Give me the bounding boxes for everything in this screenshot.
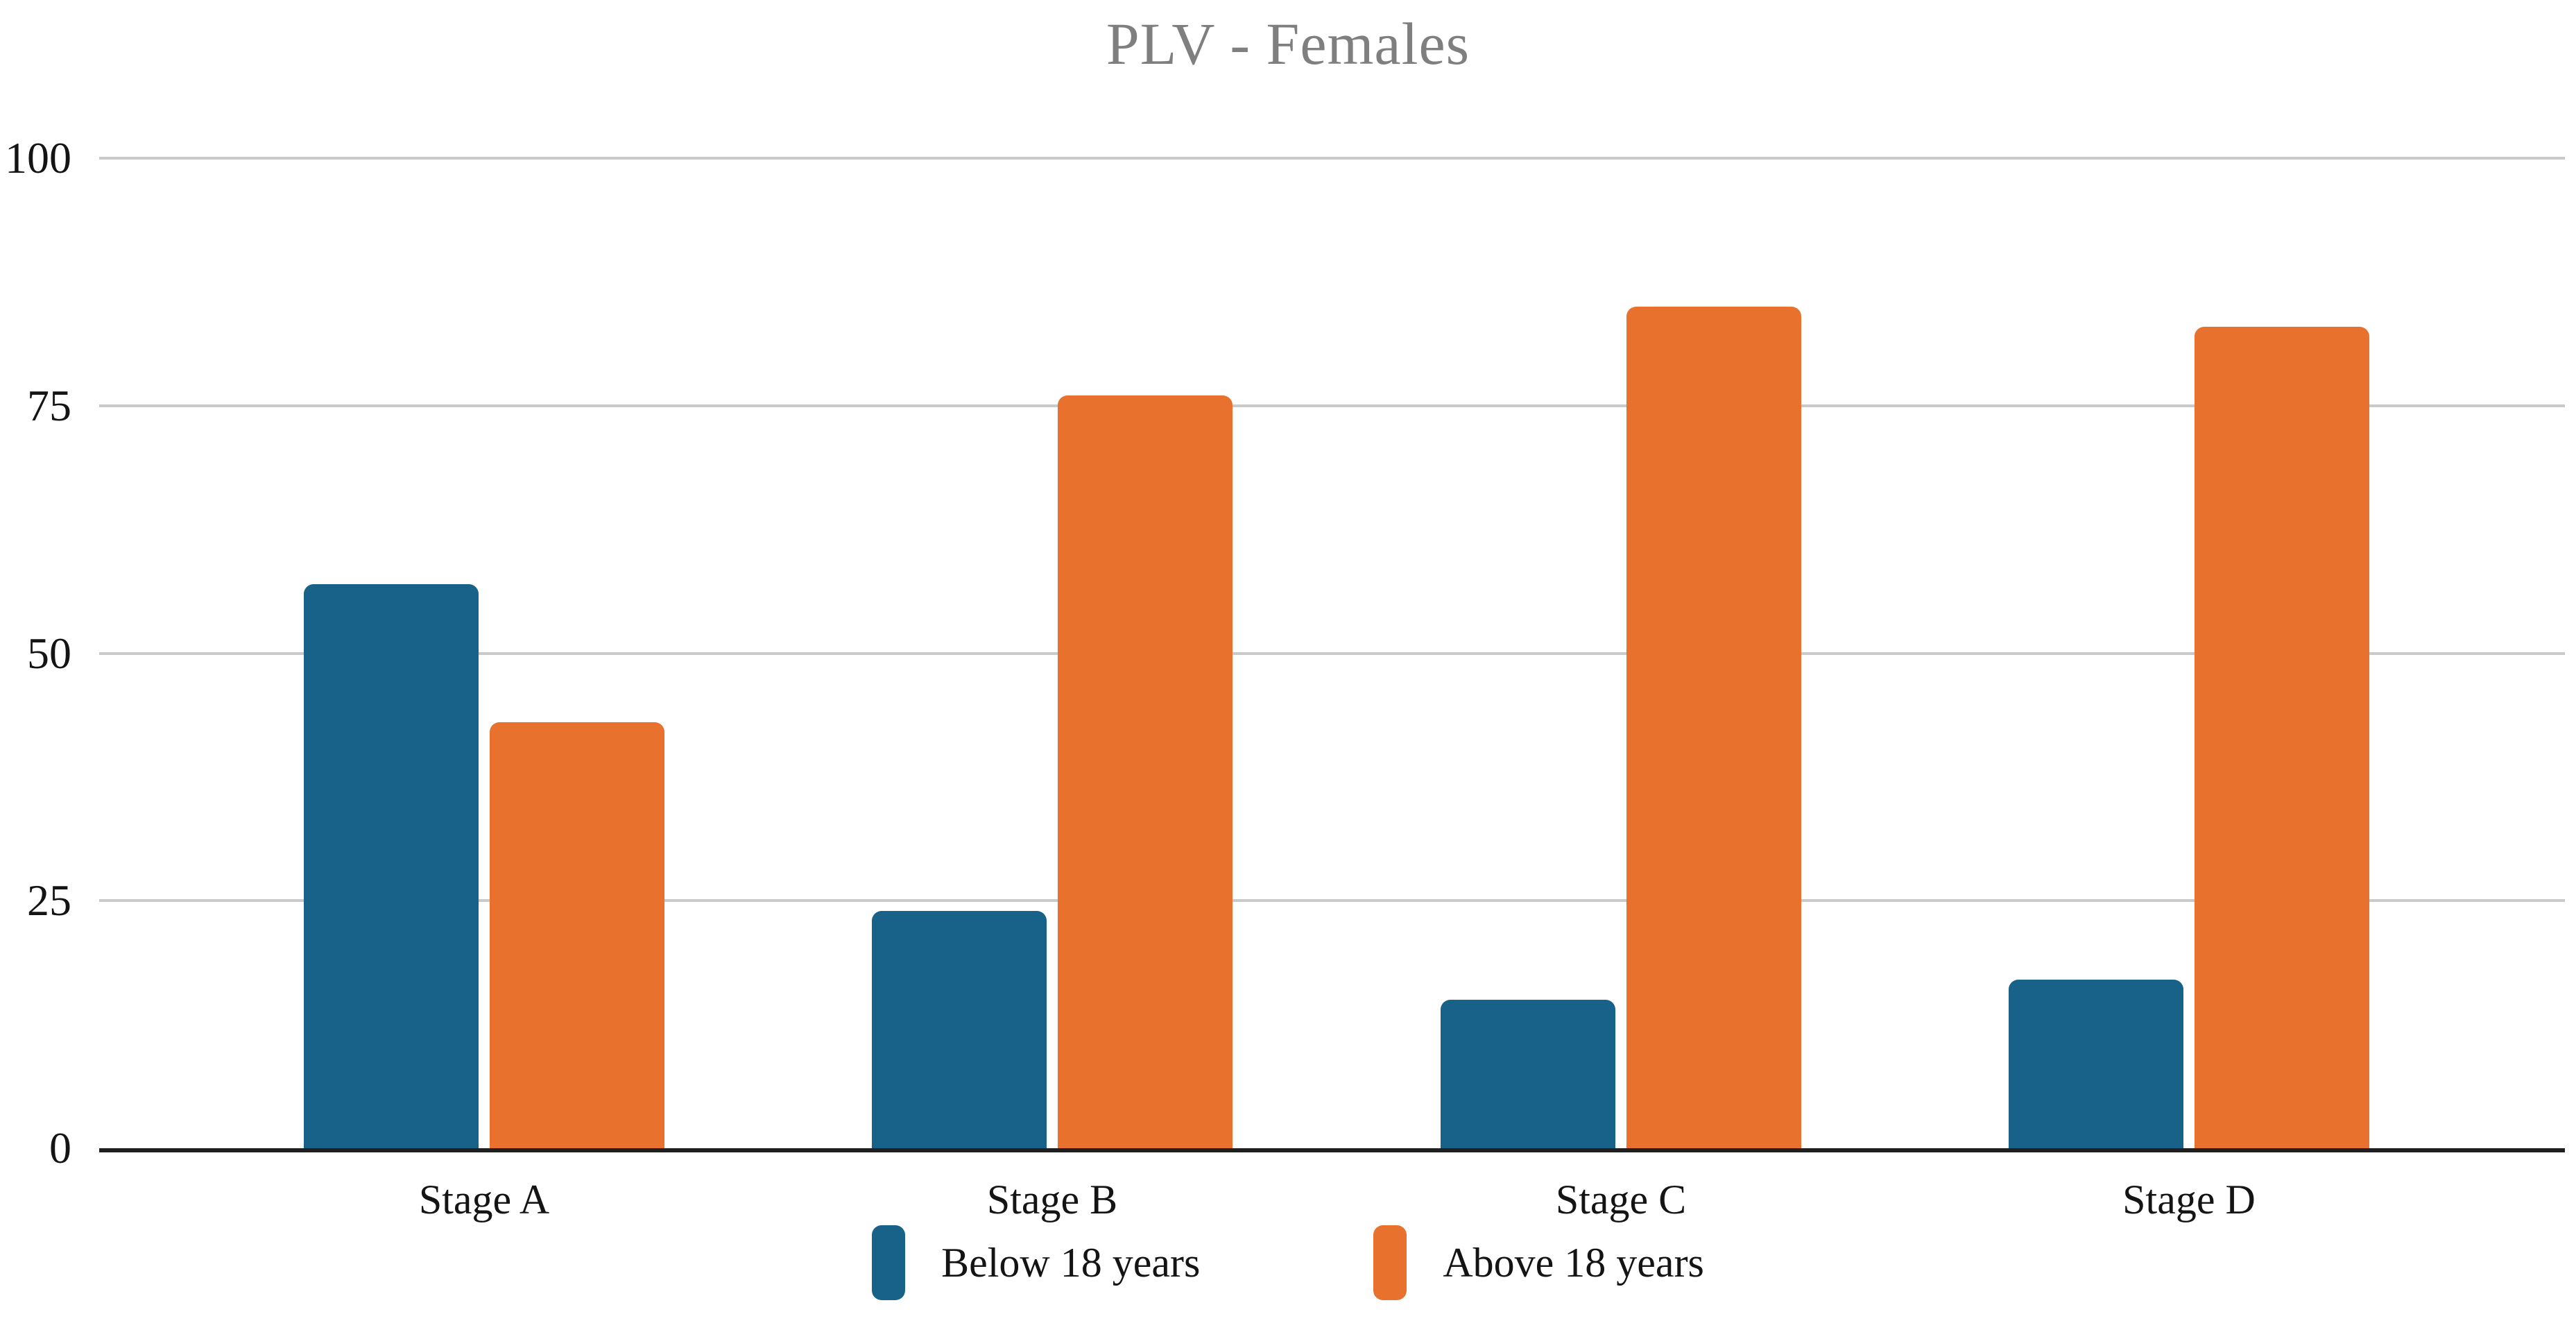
legend: Below 18 years Above 18 years	[0, 1225, 2576, 1300]
bar-stage-b-above-18-years	[1058, 395, 1233, 1148]
x-axis-label-stage-a: Stage A	[418, 1177, 550, 1222]
x-axis-label-stage-c: Stage C	[1555, 1177, 1687, 1222]
bar-stage-a-above-18-years	[490, 722, 664, 1148]
legend-swatch-icon	[872, 1225, 906, 1300]
bar-stage-c-above-18-years	[1626, 307, 1801, 1148]
legend-item-below-18-years: Below 18 years	[872, 1225, 1200, 1300]
legend-item-above-18-years: Above 18 years	[1373, 1225, 1704, 1300]
chart-title: PLV - Females	[1106, 10, 1470, 77]
gridline-100	[99, 157, 2565, 160]
gridline-50	[99, 651, 2565, 655]
plot-area: 0 25 50 75 100 Stage A Stage B Stage C Stage D	[5, 136, 2565, 1220]
legend-label: Below 18 years	[941, 1240, 1201, 1286]
bar-group-stage-b	[872, 395, 1233, 1148]
bar-stage-d-below-18-years	[2009, 980, 2183, 1148]
y-axis-tick-75: 75	[27, 380, 71, 430]
y-axis-tick-0: 0	[49, 1123, 71, 1173]
bar-stage-c-below-18-years	[1441, 999, 1615, 1148]
x-axis-label-stage-d: Stage D	[2122, 1177, 2256, 1222]
bar-group-stage-d	[2009, 326, 2369, 1148]
legend-label: Above 18 years	[1443, 1240, 1704, 1286]
gridline-75	[99, 404, 2565, 407]
legend-swatch-icon	[1373, 1225, 1407, 1300]
bar-group-stage-c	[1441, 307, 1801, 1148]
bar-stage-b-below-18-years	[872, 910, 1047, 1148]
x-axis-label-stage-b: Stage B	[986, 1177, 1118, 1222]
bar-stage-d-above-18-years	[2195, 326, 2369, 1148]
bar-stage-a-below-18-years	[304, 583, 479, 1148]
y-axis-tick-25: 25	[27, 876, 71, 926]
y-axis-tick-50: 50	[27, 628, 71, 678]
y-axis-tick-100: 100	[5, 133, 71, 182]
bar-group-stage-a	[304, 583, 664, 1148]
gridline-25	[99, 899, 2565, 903]
